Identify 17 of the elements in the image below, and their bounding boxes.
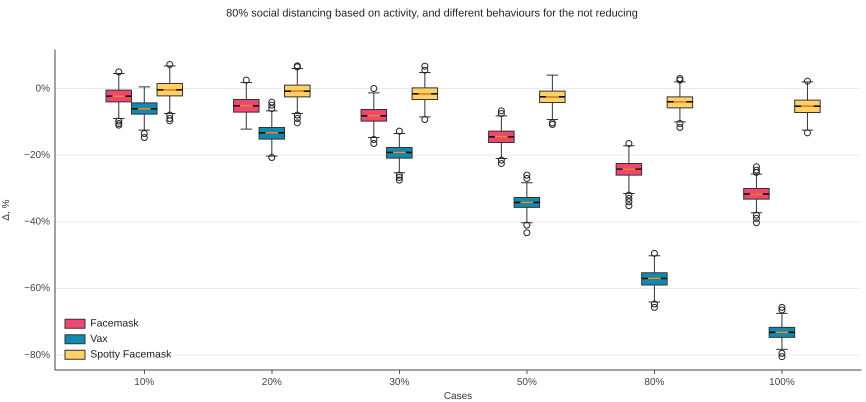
x-tick-label: 100% <box>769 376 795 388</box>
x-tick-label: 20% <box>262 376 282 388</box>
y-tick-label: −60% <box>24 283 50 294</box>
x-tick-label: 30% <box>389 376 410 388</box>
y-tick-label: −20% <box>24 150 50 161</box>
x-axis-title: Cases <box>444 390 472 402</box>
x-tick-label: 10% <box>134 376 154 388</box>
x-tick-label: 80% <box>644 376 665 388</box>
y-tick-label: −80% <box>24 350 50 361</box>
x-tick-label: 50% <box>516 376 537 388</box>
y-tick-label: −40% <box>24 216 50 228</box>
y-tick-label: 0% <box>36 83 50 94</box>
legend-label: Facemask <box>90 318 140 330</box>
chart-title: 80% social distancing based on activity, and different behaviours for the not reducing <box>226 8 638 20</box>
legend-label: Spotty Facemask <box>90 348 172 361</box>
legend-label: Vax <box>90 333 108 346</box>
y-axis-title: Δ, % <box>0 199 12 221</box>
